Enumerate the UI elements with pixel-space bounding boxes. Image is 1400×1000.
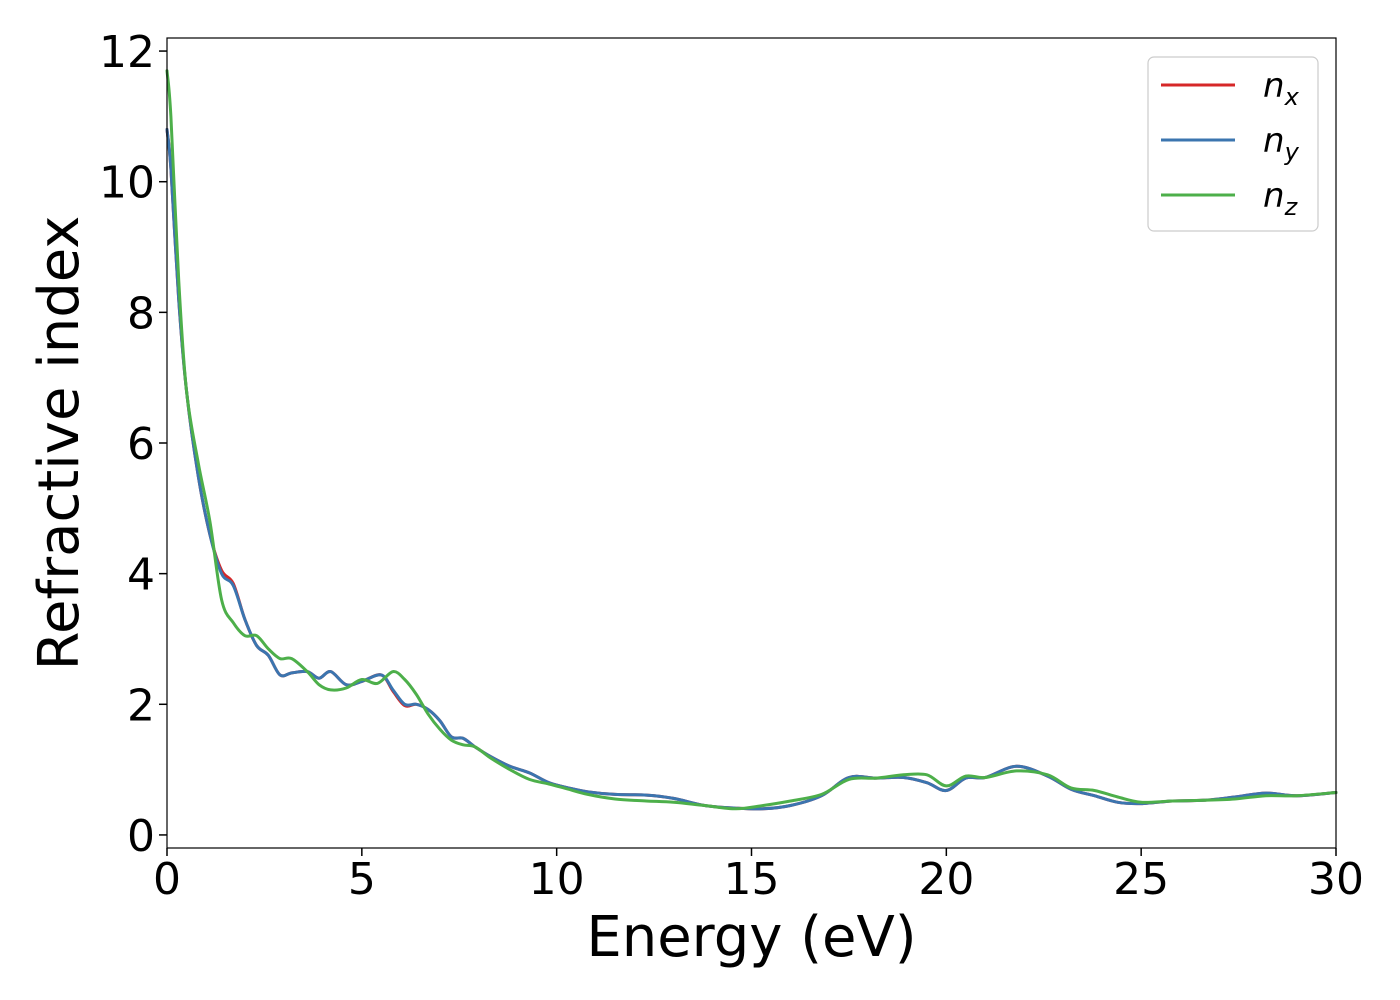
x-tick-label: 30 — [1308, 854, 1364, 905]
x-tick-label: 20 — [918, 854, 974, 905]
legend-label-n-x: nx — [1263, 66, 1300, 111]
x-tick-label: 0 — [153, 854, 181, 905]
y-tick-label: 6 — [127, 419, 155, 470]
x-tick-label: 25 — [1113, 854, 1169, 905]
x-tick-label: 10 — [529, 854, 585, 905]
x-tick-label: 5 — [348, 854, 376, 905]
legend-label-n-z: nz — [1263, 176, 1299, 221]
series-line-n-z — [165, 69, 1338, 811]
legend-box — [1147, 56, 1319, 232]
legend: nx ny nz — [1147, 56, 1319, 232]
x-tick-label: 15 — [724, 854, 780, 905]
series-layer — [165, 69, 1338, 811]
ticks-layer: 0 5 10 15 20 25 30 0 2 4 6 8 10 12 — [99, 27, 1364, 905]
y-tick-label: 0 — [127, 811, 155, 862]
y-tick-label: 12 — [99, 27, 155, 78]
y-tick-label: 4 — [127, 550, 155, 601]
legend-label-n-y: ny — [1263, 121, 1300, 166]
y-tick-label: 8 — [127, 288, 155, 339]
y-tick-label: 2 — [127, 680, 155, 731]
y-axis-label: Refractive index — [27, 216, 92, 671]
x-axis-label: Energy (eV) — [586, 905, 916, 970]
y-tick-label: 10 — [99, 158, 155, 209]
